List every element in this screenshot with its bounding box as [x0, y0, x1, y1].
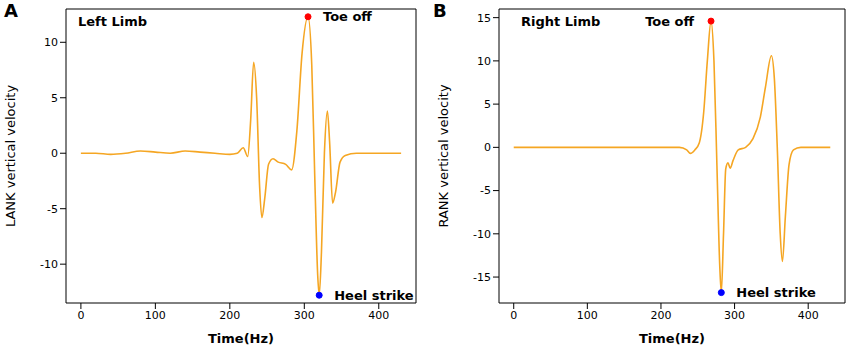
- svg-text:10: 10: [477, 55, 491, 68]
- svg-text:5: 5: [484, 98, 491, 111]
- svg-text:-15: -15: [473, 271, 491, 284]
- svg-text:-10: -10: [40, 258, 58, 271]
- svg-text:-5: -5: [480, 184, 491, 197]
- svg-text:200: 200: [219, 309, 240, 322]
- html-text:Right Limb: Right Limb: [521, 14, 601, 29]
- svg-text:0: 0: [77, 309, 84, 322]
- svg-text:400: 400: [368, 309, 389, 322]
- svg-text:100: 100: [577, 309, 598, 322]
- html-text:A: A: [4, 0, 18, 21]
- svg-text:Heel strike: Heel strike: [736, 285, 816, 300]
- svg-text:Toe off: Toe off: [645, 14, 694, 29]
- svg-text:200: 200: [650, 309, 671, 322]
- html-text:B: B: [433, 0, 447, 21]
- svg-text:300: 300: [294, 309, 315, 322]
- svg-text:100: 100: [145, 309, 166, 322]
- svg-text:15: 15: [477, 12, 491, 25]
- svg-text:0: 0: [51, 147, 58, 160]
- svg-text:-10: -10: [473, 228, 491, 241]
- svg-text:0: 0: [484, 141, 491, 154]
- svg-text:LANK vertical velocity: LANK vertical velocity: [3, 85, 18, 228]
- svg-text:300: 300: [724, 309, 745, 322]
- svg-text:Time(Hz): Time(Hz): [208, 331, 274, 346]
- svg-text:Time(Hz): Time(Hz): [639, 331, 705, 346]
- svg-text:Toe off: Toe off: [323, 9, 372, 24]
- svg-text:-5: -5: [47, 203, 58, 216]
- svg-text:0: 0: [510, 309, 517, 322]
- svg-text:Heel strike: Heel strike: [334, 288, 414, 303]
- svg-text:10: 10: [44, 36, 58, 49]
- svg-text:RANK vertical velocity: RANK vertical velocity: [436, 84, 451, 227]
- svg-text:400: 400: [798, 309, 819, 322]
- html-text:Left Limb: Left Limb: [78, 14, 148, 29]
- svg-text:5: 5: [51, 92, 58, 105]
